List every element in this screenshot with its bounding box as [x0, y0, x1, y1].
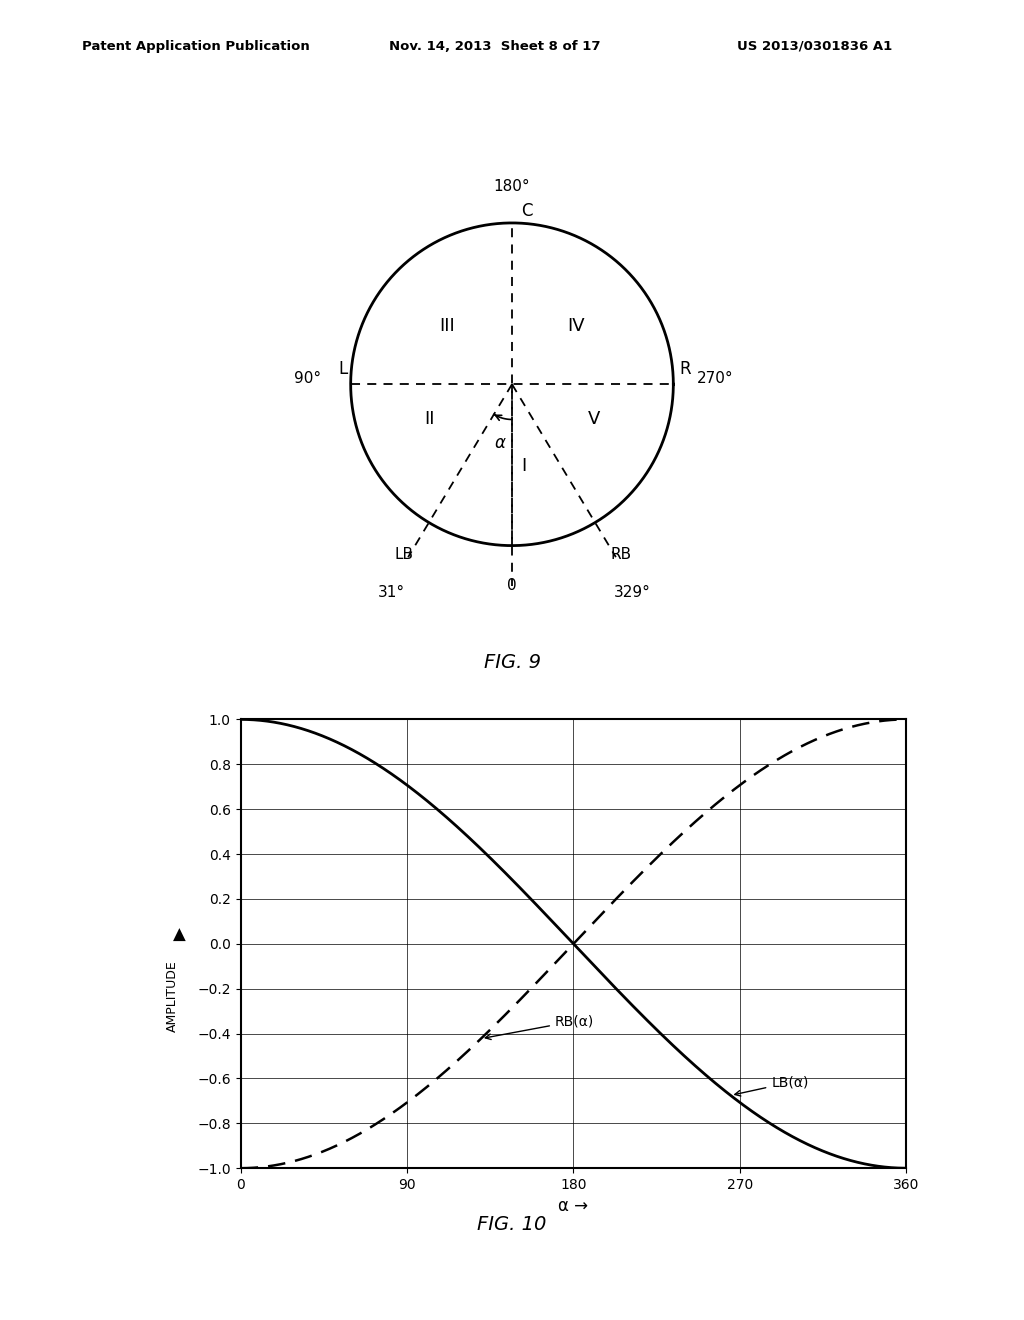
Text: 180°: 180° — [494, 178, 530, 194]
Text: C: C — [521, 202, 532, 220]
Text: 329°: 329° — [614, 585, 651, 599]
Text: 31°: 31° — [378, 585, 406, 599]
Text: LB(α): LB(α) — [735, 1076, 809, 1096]
Text: US 2013/0301836 A1: US 2013/0301836 A1 — [737, 40, 893, 53]
Text: RB(α): RB(α) — [485, 1014, 594, 1040]
Text: 0: 0 — [507, 578, 517, 593]
Text: RB: RB — [610, 548, 631, 562]
Text: Patent Application Publication: Patent Application Publication — [82, 40, 309, 53]
Text: V: V — [588, 411, 600, 429]
Text: FIG. 9: FIG. 9 — [483, 653, 541, 672]
Text: ▲: ▲ — [173, 925, 185, 944]
Text: III: III — [439, 317, 456, 334]
Text: 270°: 270° — [696, 371, 733, 385]
Text: IV: IV — [567, 317, 586, 334]
Text: AMPLITUDE: AMPLITUDE — [166, 961, 178, 1032]
X-axis label: α →: α → — [558, 1197, 589, 1216]
Text: LB: LB — [395, 548, 414, 562]
Text: 90°: 90° — [294, 371, 322, 385]
Text: α: α — [495, 434, 506, 451]
Text: L: L — [339, 360, 348, 379]
Text: FIG. 10: FIG. 10 — [477, 1216, 547, 1234]
Text: Nov. 14, 2013  Sheet 8 of 17: Nov. 14, 2013 Sheet 8 of 17 — [389, 40, 601, 53]
Text: R: R — [679, 360, 691, 379]
Text: II: II — [425, 411, 435, 429]
Text: I: I — [521, 458, 526, 475]
